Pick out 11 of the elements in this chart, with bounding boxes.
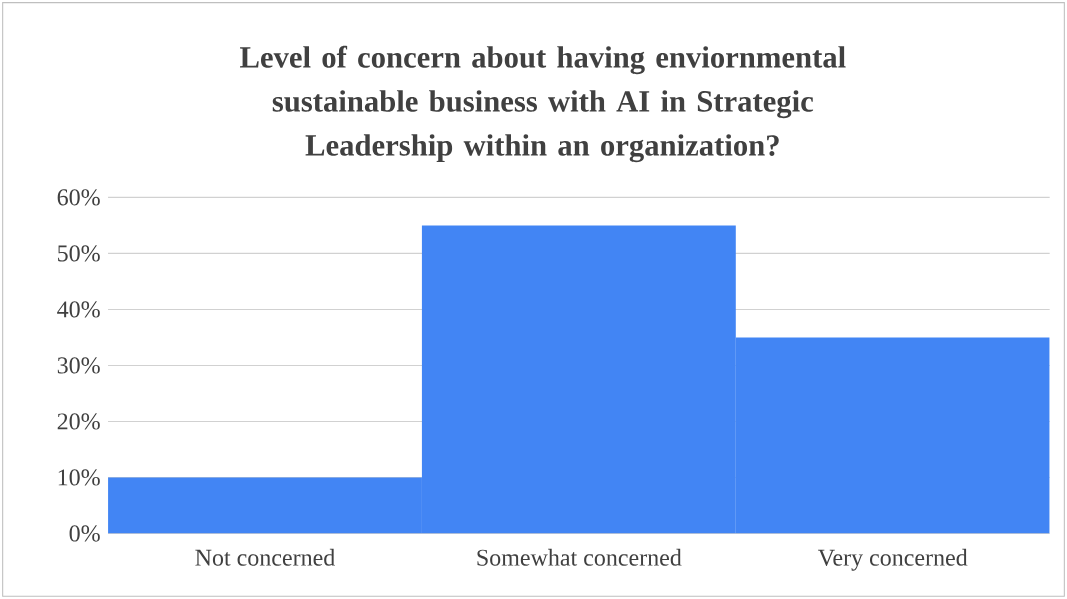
y-tick-label: 50% <box>58 245 100 262</box>
chart-title: Level of concern about having enviornmental sustainable business with AI in Strategic Leadership within an organization? <box>240 45 846 163</box>
x-tick-label: Not concerned <box>195 548 335 566</box>
y-tick-label: 30% <box>57 357 100 374</box>
x-tick-label: Somewhat concerned <box>477 548 682 566</box>
y-tick-label: 20% <box>57 413 100 430</box>
y-tick-label: 40% <box>57 301 100 318</box>
y-tick-label: 60% <box>57 189 100 206</box>
x-tick-label: Very concerned <box>818 548 968 571</box>
y-tick-label: 0% <box>69 525 100 542</box>
y-tick-label: 10% <box>58 469 100 486</box>
